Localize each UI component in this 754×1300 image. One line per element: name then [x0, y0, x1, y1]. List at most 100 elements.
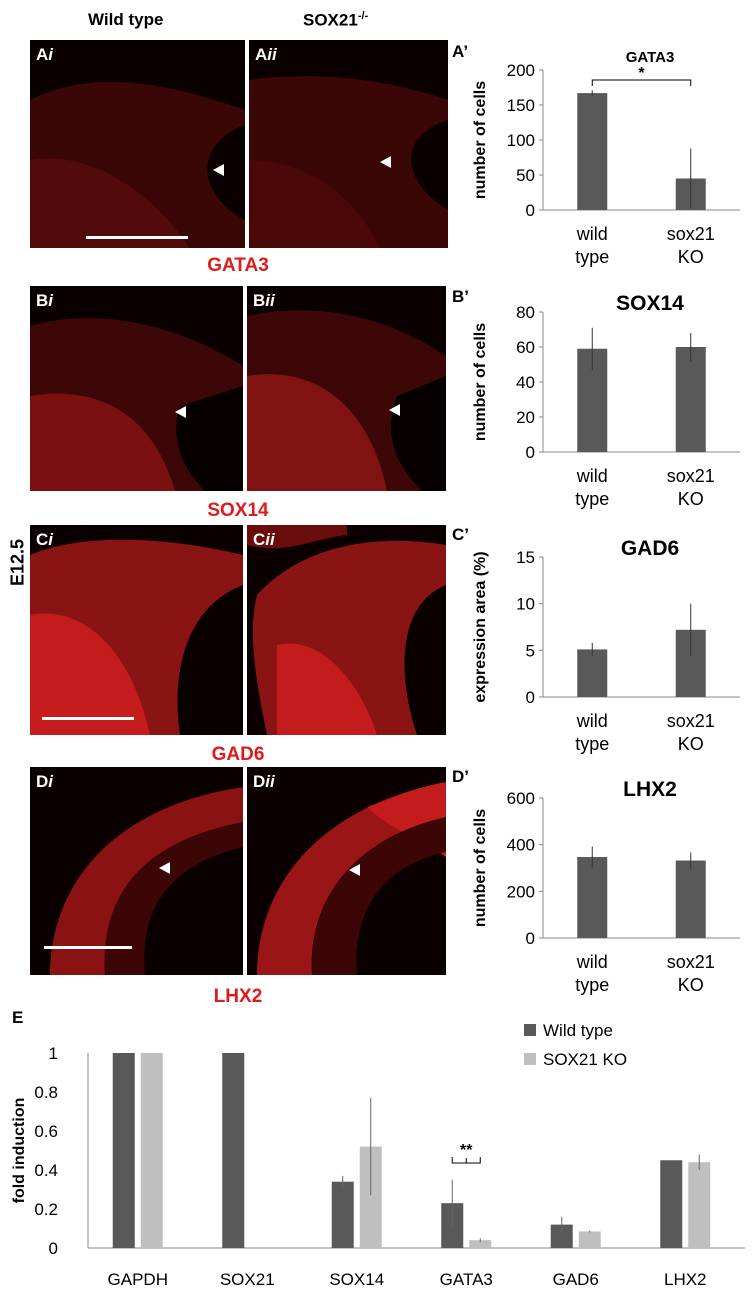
micrograph-c-i-tissue: [30, 539, 243, 735]
bar: [577, 649, 608, 697]
x-tick-label: wild: [576, 224, 608, 244]
x-tick-label: wild: [576, 711, 608, 731]
panel-label-b-ii: Bii: [253, 291, 275, 310]
x-tick-label: type: [575, 247, 609, 267]
bar: [577, 857, 608, 938]
y-tick-label: 200: [507, 61, 535, 80]
bar-chart-fold-induction: 0 0.2 0.4 0.6 0.8 1 fold induction GAPDH SOX21 SO…: [11, 1021, 745, 1289]
arrowhead: [159, 862, 170, 874]
scale-bar: [86, 236, 188, 239]
legend-label: Wild type: [543, 1021, 613, 1040]
bar: [577, 93, 608, 210]
x-tick-label: KO: [678, 975, 704, 995]
panel-label-b-i: Bi: [36, 291, 54, 310]
marker-label-lhx2: LHX2: [213, 986, 263, 1007]
bar: [140, 1053, 163, 1248]
bar-chart-lhx2: 0 200 400 600 number of cells LHX2 wild type sox…: [472, 778, 740, 995]
x-tick-label: wild: [576, 466, 608, 486]
micrograph-b-ii-tissue: [247, 310, 446, 491]
header-sox21-text: SOX21: [303, 10, 358, 30]
bar: [578, 1231, 601, 1248]
chart-label-c-prime: C’: [452, 525, 469, 544]
arrowhead: [175, 406, 186, 418]
bar-chart-gata3: 0 50 100 150 200 number of cells GATA3 wild type…: [472, 49, 740, 267]
micrograph-d-i: Di: [30, 767, 243, 975]
bar: [112, 1053, 135, 1248]
x-tick-label: KO: [678, 734, 704, 754]
micrograph-b-i-tissue: [30, 318, 243, 491]
y-tick-label: 600: [507, 789, 535, 808]
micrograph-b-ii: Bii: [247, 286, 446, 491]
x-tick-label: SOX14: [329, 1270, 384, 1289]
y-axis-label: number of cells: [472, 81, 489, 199]
scale-bar: [42, 717, 134, 720]
side-label-e12-5: E12.5: [7, 538, 28, 587]
x-tick-label: KO: [678, 489, 704, 509]
x-tick-label: sox21: [667, 711, 715, 731]
micrograph-d-i-tissue: [50, 787, 243, 975]
y-tick-label: 10: [516, 595, 535, 614]
y-tick-label: 100: [507, 131, 535, 150]
micrograph-c-ii-tissue: [247, 525, 446, 735]
significance-bracket: [591, 79, 692, 86]
micrograph-d-ii-tissue: [257, 782, 446, 975]
panel-label-a-i: Ai: [36, 45, 54, 64]
significance-label: **: [460, 1142, 473, 1159]
y-tick-label: 200: [507, 882, 535, 901]
y-axis-label: fold induction: [11, 1098, 28, 1204]
bar: [688, 1162, 711, 1248]
legend-swatch: [524, 1053, 536, 1065]
panel-label-a-ii: Aii: [255, 45, 277, 64]
bar: [331, 1181, 354, 1248]
bar: [359, 1146, 382, 1248]
y-tick-label: 60: [516, 338, 535, 357]
y-tick-label: 0.4: [34, 1161, 58, 1180]
y-axis-label: number of cells: [472, 809, 489, 927]
y-tick-label: 0: [526, 201, 535, 220]
y-tick-label: 15: [516, 548, 535, 567]
chart-label-e: E: [12, 1008, 24, 1027]
header-sox21-knockout: SOX21-/-: [303, 10, 368, 31]
bar: [469, 1240, 492, 1248]
micrograph-a-i-tissue: [30, 81, 245, 248]
x-tick-label: type: [575, 489, 609, 509]
arrowhead: [389, 404, 400, 416]
panel-label-c-ii: Cii: [253, 530, 275, 549]
panel-label-c-i: Ci: [36, 530, 54, 549]
micrograph-d-ii: Dii: [247, 767, 446, 975]
x-tick-label: sox21: [667, 224, 715, 244]
x-tick-label: SOX21: [220, 1270, 275, 1289]
y-tick-label: 0.2: [34, 1200, 58, 1219]
legend-label: SOX21 KO: [543, 1050, 627, 1069]
chart-title: SOX14: [616, 292, 684, 315]
micrograph-c-ii: Cii: [247, 525, 446, 735]
x-tick-label: GATA3: [440, 1270, 493, 1289]
bar: [550, 1224, 573, 1248]
x-tick-label: type: [575, 975, 609, 995]
micrograph-a-i: Ai: [30, 40, 245, 248]
y-tick-label: 0.8: [34, 1083, 58, 1102]
chart-label-a-prime: A’: [452, 42, 469, 61]
marker-label-gad6: GAD6: [211, 744, 265, 765]
chart-label-d-prime: D’: [452, 767, 469, 786]
bar: [675, 860, 706, 938]
panel-label-d-i: Di: [36, 772, 54, 791]
x-tick-label: KO: [678, 247, 704, 267]
micrograph-c-i: Ci: [30, 525, 243, 735]
micrograph-a-ii-tissue: [249, 76, 448, 248]
marker-label-sox14: SOX14: [207, 500, 269, 521]
y-axis-label: number of cells: [472, 323, 489, 441]
y-tick-label: 0: [526, 929, 535, 948]
y-tick-label: 150: [507, 96, 535, 115]
arrowhead: [380, 156, 391, 168]
y-tick-label: 0: [526, 688, 535, 707]
header-sox21-superscript: -/-: [357, 10, 369, 22]
x-tick-label: sox21: [667, 952, 715, 972]
x-tick-label: GAD6: [553, 1270, 599, 1289]
y-tick-label: 5: [526, 641, 535, 660]
y-tick-label: 0.6: [34, 1122, 58, 1141]
chart-label-b-prime: B’: [452, 287, 469, 306]
x-tick-label: LHX2: [664, 1270, 707, 1289]
x-tick-label: GAPDH: [108, 1270, 168, 1289]
micrograph-b-i: Bi: [30, 286, 243, 491]
